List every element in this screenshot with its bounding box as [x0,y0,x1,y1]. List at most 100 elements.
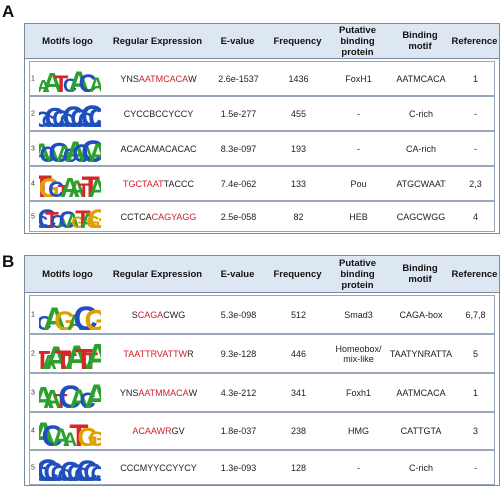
cell-reference: 1 [472,387,478,398]
cell-regex: YNS AATMCACA W [111,62,206,95]
cell-protein: - [357,108,360,119]
cell-frequency: 82 [293,211,304,222]
row-number: 3 [31,389,35,396]
logo-letter: A [84,378,101,408]
logo-letter: C [63,76,77,92]
cell-regex: CCTCA CAGYAGG [111,202,206,231]
logo-letter: C [81,135,101,162]
column-header: Reference [451,268,498,280]
cell-motif: C-rich [409,462,433,473]
cell-regex: TGCTAAT TACCC [111,167,206,200]
logo-letter: C [67,461,84,481]
logo-letter: T [45,207,59,228]
regex-post: GV [171,426,185,436]
row-number: 1 [31,75,35,82]
regex-pre: ACACAMACACAC [120,143,197,154]
cell-reference: 5 [472,348,478,359]
logo-letter: T [58,181,69,197]
cell-evalue: 8.3e-097 [220,143,257,154]
cell-regex: ACAAWR GV [111,413,206,449]
logo-letter: A [42,67,62,92]
regex-post: R [187,348,194,359]
regex-red: ACAAWR [132,426,172,436]
table-row: 4 A C A A T G G ACAAWR GV 1.8e-037 238 HMG CATTGTA 3 [29,412,495,454]
regex-pre: CCCMYYCCYYCY [120,462,197,473]
logo-letter: C [50,212,64,228]
logo-letter: A [60,172,80,197]
logo-letter: T [39,347,51,369]
cell-evalue: 9.3e-128 [220,348,257,359]
regex-red: TAATTRVATTW [123,348,188,359]
logo-letter: G [86,212,100,228]
column-header: Regular Expression [112,35,203,47]
column-header: Putative binding protein [339,257,376,291]
cell-evalue: 1.5e-277 [220,108,257,119]
table-row: 2 T A A T T A T T A TAATTRVATTW R 9.3e-128 446 Homeobo… [29,334,495,377]
logo-letter: G [85,305,101,330]
logo-letter: C [39,454,59,481]
cell-regex: ACACAMACACAC [111,132,206,165]
row-number: 2 [31,350,35,357]
cell-evalue: 1.3e-093 [220,462,257,473]
logo-letter: C [72,140,90,162]
logo-letter: C [49,137,69,162]
logo-letter: A [43,386,61,408]
logo-letter: T [78,181,90,197]
logo-letter: C [42,111,55,127]
column-header: Frequency [273,35,322,47]
cell-protein: FoxH1 [345,73,372,84]
cell-motif: AATMCACA [396,387,446,398]
logo-letter: A [45,340,68,369]
cell-regex: TAATTRVATTW R [111,335,206,372]
panel-label: B [2,252,15,271]
cell-regex: CCCMYYCCYYCY [111,451,206,484]
cell-reference: 2,3 [469,178,482,189]
cell-frequency: 1436 [288,73,309,84]
logo-letter: A [85,338,101,369]
cell-protein: Smad3 [344,309,373,320]
logo-letter: C [60,111,74,127]
table-row: 5 C C C C C C C C C C C CCCMYYCCYYCY 1.3e-093 128 - C-ri… [29,450,495,486]
logo-letter: A [42,351,57,369]
logo-letter: A [79,144,94,162]
cell-regex: S CAGA CWG [111,296,206,333]
cell-reference: - [474,108,477,119]
row-number: 1 [31,311,35,318]
logo-letter: T [55,390,68,408]
logo-letter: G [88,205,101,228]
cell-evalue: 5.3e-098 [220,309,257,320]
regex-post: W [188,387,198,398]
table-row: 1 A A T C A C A YNS AATMCACA W 2.6e-1537 1436 FoxH1 AA… [29,61,495,99]
logo-letter: C [43,457,62,481]
cell-motif: AATMCACA [396,73,446,84]
cell-reference: 4 [472,211,478,222]
logo-letter: C [62,101,83,127]
regex-red: CAGA [137,309,164,320]
cell-reference: 6,7,8 [465,309,486,320]
table-row: 1 C A G A C G S CAGA CWG 5.3e-098 512 Smad3 CAGA-box 6… [29,295,495,338]
motif-table: Motifs logo Regular Expression E-value Freq… [24,23,500,234]
column-header: E-value [220,268,255,280]
panel-label: A [2,2,15,21]
cell-motif: ATGCWAAT [396,178,446,189]
logo-letter: G [71,214,84,228]
logo-letter: A [69,383,89,408]
logo-letter: C [39,212,48,228]
cell-reference: 3 [472,426,478,436]
logo-letter: T [75,206,91,228]
logo-letter: T [54,72,69,92]
logo-letter: A [68,177,85,197]
regex-pre: S [131,309,138,320]
cell-frequency: 238 [290,426,307,436]
table-row: 3 A C A C A C A C A C A ACACAMACACAC 8.3e-097 193 - CA-r… [29,131,495,169]
cell-frequency: 341 [290,387,307,398]
